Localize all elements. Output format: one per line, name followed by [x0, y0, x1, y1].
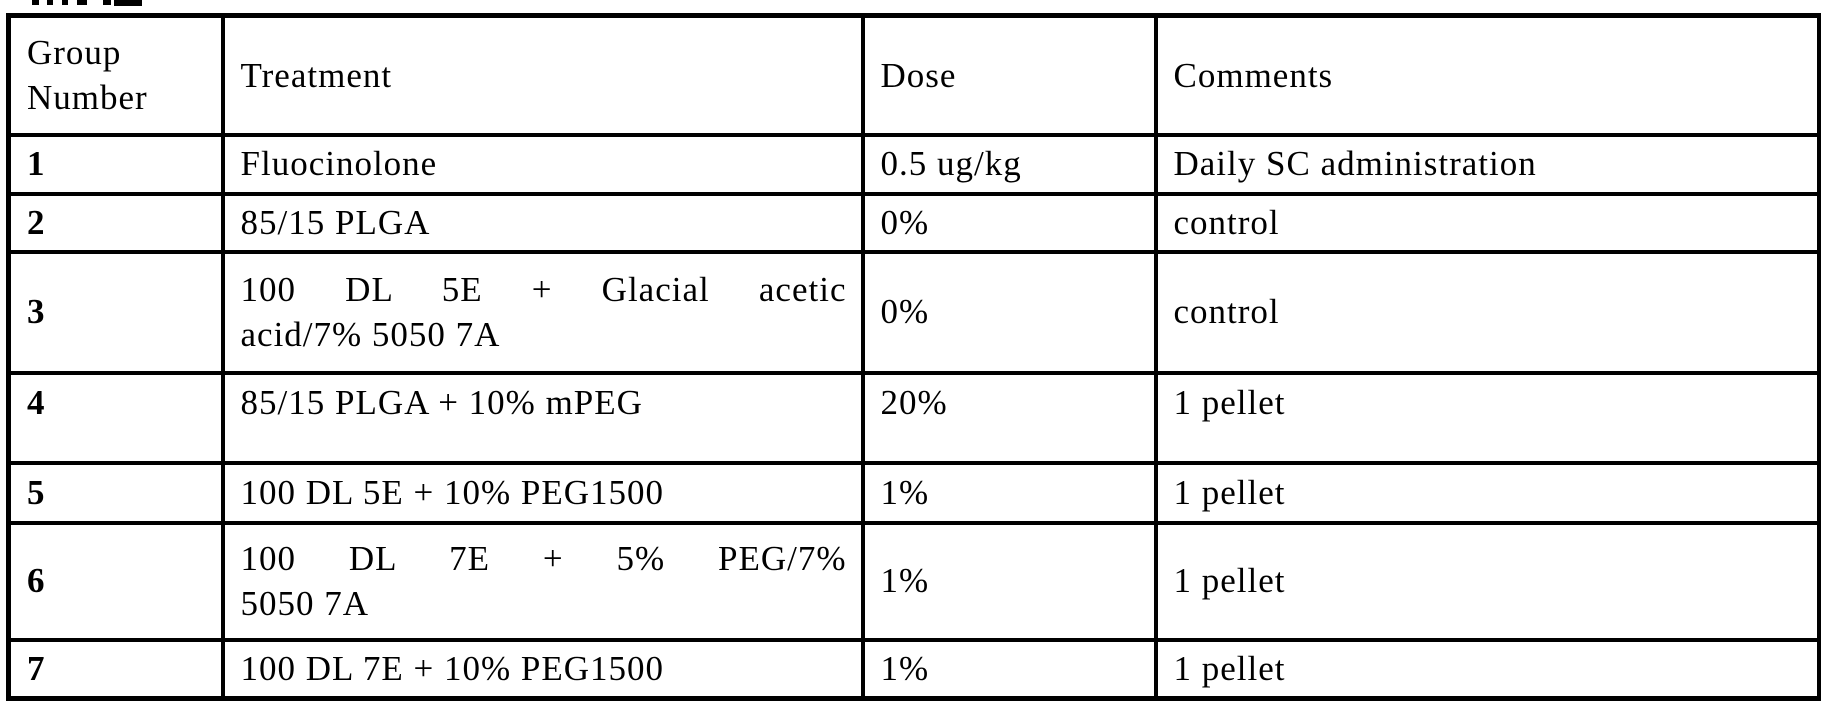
text-fragment-mark: [103, 0, 111, 5]
col-header-comments: Comments: [1153, 13, 1821, 137]
group-number-cell: 4: [6, 370, 225, 465]
comments-cell: 1 pellet: [1153, 370, 1821, 465]
treatment-line: 100 DL 7E + 10% PEG1500: [240, 649, 665, 688]
treatment-line: acid/7% 5050 7A: [240, 315, 501, 354]
group-number-cell: 2: [6, 191, 225, 254]
table-row: 1 Fluocinolone 0.5 ug/kg Daily SC administr…: [6, 132, 1821, 196]
group-number-cell: 6: [6, 520, 225, 642]
table-row: 6 100 DL 7E + 5% PEG/7% 5050 7A 1% 1 pellet: [6, 520, 1821, 642]
comments-cell: 1 pellet: [1153, 460, 1821, 525]
treatment-cell: 85/15 PLGA: [220, 191, 865, 254]
treatment-line: 100 DL 5E + Glacial acetic: [240, 269, 847, 309]
treatment-cell: 100 DL 7E + 10% PEG1500: [220, 637, 865, 701]
treatment-line: 85/15 PLGA + 10% mPEG: [240, 382, 643, 422]
table-body: 1 Fluocinolone 0.5 ug/kg Daily SC administr…: [6, 132, 1821, 701]
treatment-line: 100 DL 7E + 5% PEG/7%: [240, 538, 847, 578]
treatment-cell: 100 DL 5E + 10% PEG1500: [220, 460, 865, 525]
table-row: 2 85/15 PLGA 0% control: [6, 191, 1821, 254]
text-fragment-mark: [77, 0, 87, 5]
comments-cell: 1 pellet: [1153, 637, 1821, 701]
group-number-cell: 3: [6, 249, 225, 375]
treatment-cell: Fluocinolone: [220, 132, 865, 196]
treatment-line: 100 DL 5E + 10% PEG1500: [240, 472, 665, 512]
dose-cell: 0%: [860, 249, 1158, 375]
treatment-line: 85/15 PLGA: [240, 202, 431, 242]
dose-cell: 1%: [860, 637, 1158, 701]
treatment-line: Fluocinolone: [240, 144, 438, 184]
text-fragment-mark: [47, 0, 53, 5]
treatment-cell: 100 DL 5E + Glacial acetic acid/7% 5050 7…: [220, 249, 865, 375]
dose-cell: 0.5 ug/kg: [860, 132, 1158, 196]
col-header-dose: Dose: [860, 13, 1158, 137]
table-row: 4 85/15 PLGA + 10% mPEG 20% 1 pellet: [6, 370, 1821, 465]
dose-cell: 0%: [860, 191, 1158, 254]
treatment-cell: 100 DL 7E + 5% PEG/7% 5050 7A: [220, 520, 865, 642]
group-number-cell: 5: [6, 460, 225, 525]
comments-cell: 1 pellet: [1153, 520, 1821, 642]
treatment-groups-table: Group Number Treatment Dose Comments 1 Fl…: [6, 13, 1821, 701]
text-fragment-mark: [114, 0, 142, 6]
text-fragment-mark: [32, 0, 39, 5]
header-row: Group Number Treatment Dose Comments: [6, 13, 1821, 137]
table-row: 3 100 DL 5E + Glacial acetic acid/7% 5050 …: [6, 249, 1821, 375]
treatment-line: 5050 7A: [240, 584, 370, 623]
comments-cell: Daily SC administration: [1153, 132, 1821, 196]
dose-cell: 20%: [860, 370, 1158, 465]
col-header-group-number: Group Number: [6, 13, 225, 137]
text-fragment-mark: [62, 0, 68, 5]
comments-cell: control: [1153, 191, 1821, 254]
group-number-cell: 7: [6, 637, 225, 701]
dose-cell: 1%: [860, 520, 1158, 642]
comments-cell: control: [1153, 249, 1821, 375]
treatment-cell: 85/15 PLGA + 10% mPEG: [220, 370, 865, 465]
dose-cell: 1%: [860, 460, 1158, 525]
col-header-treatment: Treatment: [220, 13, 865, 137]
table-row: 7 100 DL 7E + 10% PEG1500 1% 1 pellet: [6, 637, 1821, 701]
table-row: 5 100 DL 5E + 10% PEG1500 1% 1 pellet: [6, 460, 1821, 525]
group-number-cell: 1: [6, 132, 225, 196]
